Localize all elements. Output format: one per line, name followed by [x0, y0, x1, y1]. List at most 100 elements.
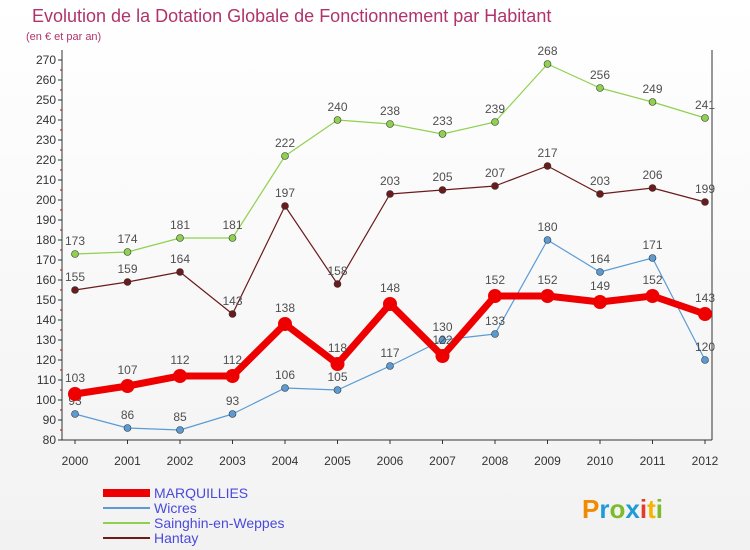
data-label: 85	[173, 410, 187, 424]
data-label: 207	[485, 166, 505, 180]
data-point	[435, 349, 450, 363]
data-point	[281, 152, 289, 160]
data-point	[596, 84, 604, 92]
data-label: 240	[327, 100, 347, 114]
legend-label: MARQUILLIES	[154, 485, 248, 501]
y-tick-label: 110	[37, 373, 56, 387]
chart-title: Evolution de la Dotation Globale de Fonc…	[32, 6, 551, 26]
y-tick-label: 200	[36, 193, 56, 207]
y-tick-label: 140	[36, 313, 56, 327]
data-label: 268	[537, 44, 557, 58]
data-label: 152	[642, 273, 662, 287]
y-tick-label: 130	[36, 333, 56, 347]
data-label: 93	[226, 394, 240, 408]
data-point	[701, 114, 709, 122]
data-point	[333, 280, 342, 288]
series-sainghin-en-weppes: 173 174 181 181 222 240 238 233 239 268 256 249 241	[65, 44, 715, 258]
y-tick-label: 90	[43, 413, 57, 427]
data-label: 199	[695, 182, 715, 196]
y-tick-label: 80	[43, 433, 57, 447]
data-point	[438, 186, 447, 194]
x-tick-label: 2011	[640, 454, 666, 468]
data-point	[123, 278, 132, 286]
data-point	[648, 254, 657, 262]
data-point	[176, 234, 184, 242]
x-tick-label: 2012	[692, 454, 719, 468]
chart-subtitle: (en € et par an)	[26, 31, 101, 43]
data-label: 112	[223, 353, 242, 367]
legend: MARQUILLIESWicresSainghin-en-WeppesHanta…	[103, 485, 285, 546]
data-label: 171	[642, 238, 662, 252]
data-point	[491, 330, 499, 338]
legend-label: Hantay	[154, 530, 198, 546]
data-label: 143	[222, 294, 242, 308]
x-tick-label: 2003	[219, 454, 246, 468]
brand-letter: i	[640, 494, 647, 524]
data-label: 206	[642, 168, 662, 182]
data-point	[701, 198, 709, 206]
data-label: 152	[537, 273, 557, 287]
data-label: 181	[170, 218, 190, 232]
x-tick-label: 2007	[429, 454, 456, 468]
y-tick-label: 190	[36, 213, 56, 227]
brand-letter: t	[647, 494, 656, 524]
data-label: 118	[328, 341, 347, 355]
data-point	[698, 307, 712, 321]
data-point	[123, 248, 132, 256]
x-tick-label: 2004	[272, 454, 299, 468]
data-point	[540, 289, 555, 303]
data-label: 203	[380, 174, 400, 188]
data-label: 173	[65, 234, 85, 248]
brand-letter: i	[656, 494, 663, 524]
data-point	[68, 387, 82, 401]
data-label: 117	[380, 346, 399, 360]
data-point	[71, 250, 79, 258]
data-label: 180	[537, 220, 557, 234]
y-tick-label: 170	[36, 253, 56, 267]
brand-letter: x	[625, 494, 640, 524]
x-tick-label: 2005	[324, 454, 351, 468]
series-line	[74, 239, 706, 431]
data-label: 143	[695, 291, 715, 305]
data-point	[281, 384, 289, 392]
y-tick-label: 250	[36, 93, 56, 107]
data-point	[173, 369, 187, 383]
x-tick-label: 2006	[377, 454, 404, 468]
y-tick-label: 150	[36, 293, 56, 307]
series-marquillies: 103 107 112 112 138 118 148 122 152 152 149 152 143	[65, 273, 715, 401]
data-label: 149	[590, 279, 610, 293]
data-label: 159	[117, 262, 137, 276]
data-point	[701, 356, 709, 364]
x-tick-label: 2010	[587, 454, 614, 468]
data-point	[278, 317, 292, 331]
data-point	[543, 236, 552, 244]
data-label: 122	[432, 333, 452, 347]
data-point	[593, 295, 607, 309]
data-label: 217	[537, 146, 557, 160]
data-point	[438, 336, 447, 344]
data-point	[488, 289, 502, 303]
series-wicres: 93868593106105117130133180164171120	[68, 220, 715, 434]
brand-letter: r	[599, 494, 609, 524]
data-point	[596, 190, 604, 198]
legend-label: Wicres	[154, 500, 197, 516]
y-tick-label: 210	[36, 173, 56, 187]
data-point	[71, 410, 79, 418]
series-hantay: 155 159 164 143 197 158 203 205 207 217 203 206 199	[65, 146, 715, 318]
data-point	[228, 410, 237, 418]
data-label: 256	[590, 68, 610, 82]
legend-label: Sainghin-en-Weppes	[154, 515, 285, 531]
data-point	[386, 120, 394, 128]
x-tick-label: 2001	[114, 454, 141, 468]
data-point	[71, 286, 79, 294]
data-point	[491, 118, 499, 126]
data-label: 222	[275, 136, 295, 150]
data-label: 138	[275, 301, 295, 315]
data-label: 205	[432, 170, 452, 184]
data-label: 148	[380, 281, 400, 295]
data-label: 197	[275, 186, 295, 200]
x-tick-label: 2000	[62, 454, 89, 468]
brand-wordmark: Proxiti	[582, 494, 663, 524]
data-label: 112	[170, 353, 189, 367]
